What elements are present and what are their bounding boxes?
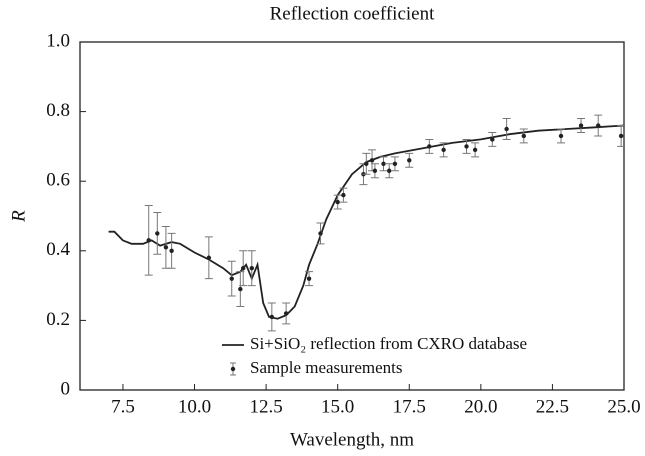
measurement-point [369,158,375,163]
measurement-point [490,137,495,142]
measurement-point [163,245,169,250]
measurement-point [269,314,275,320]
y-tick-label: 0.2 [46,309,70,330]
measurement-point [387,168,392,173]
measurement-point [249,266,254,271]
x-tick-label: 10.0 [178,396,211,417]
measurement-point [241,266,246,271]
measurement-point [146,238,151,243]
measurement-point [504,126,509,132]
plot-frame [79,41,625,391]
measurement-point [427,144,432,149]
y-tick-label: 0.6 [46,170,70,191]
x-tick-label: 15.0 [321,396,354,417]
x-tick-label: 25.0 [607,396,640,417]
measurement-point [341,192,346,198]
x-tick-label: 7.5 [111,396,135,417]
x-axis-label: Wavelength, nm [290,429,414,450]
measurement-point [596,123,601,128]
x-tick-label: 12.5 [249,396,282,417]
measurement-point [441,147,446,153]
measurement-point [407,158,412,163]
measurement-point [155,231,160,236]
measurement-point [169,248,174,253]
measurement-point [229,276,234,281]
measurement-point [335,199,340,205]
data-line [108,124,625,320]
x-tick-label: 17.5 [393,396,426,417]
measurement-point [578,123,584,128]
measurement-point [306,276,312,281]
y-tick-label: 0 [61,378,71,399]
measurement-point [521,133,526,139]
measurement-point [238,286,243,292]
measurement-point [318,231,323,236]
measurement-point [372,168,378,173]
measurement-point [464,144,469,149]
measurement-point [618,133,624,139]
legend-marker [230,366,236,372]
x-tick-label: 20.0 [464,396,497,417]
y-tick-label: 0.8 [46,100,70,121]
y-axis-label: R [8,210,29,223]
measurement-point [558,133,564,139]
measurement-point [206,255,212,260]
measurement-point [283,311,289,316]
measurement-point [392,161,398,166]
y-tick-label: 1.0 [46,30,70,51]
legend-label: Sample measurements [250,358,403,377]
chart-title: Reflection coefficient [270,3,435,24]
y-tick-label: 0.4 [46,239,70,260]
measurement-point [364,161,369,166]
x-tick-label: 22.5 [536,396,569,417]
measurement-point [381,161,386,166]
legend-label: Si+SiO₂ reflection from CXRO database [250,334,527,353]
measurement-point [472,147,478,153]
